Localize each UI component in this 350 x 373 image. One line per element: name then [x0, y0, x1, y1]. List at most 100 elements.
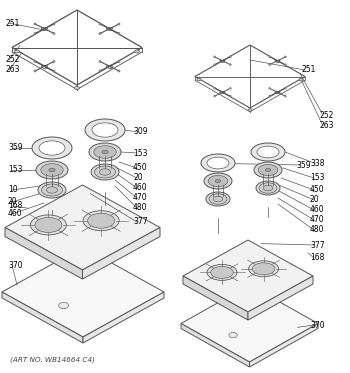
Polygon shape — [181, 323, 250, 367]
Ellipse shape — [41, 164, 63, 176]
Text: 359: 359 — [296, 160, 311, 169]
Ellipse shape — [265, 168, 271, 172]
Text: 20: 20 — [8, 197, 18, 207]
Polygon shape — [268, 56, 271, 58]
Text: 10: 10 — [8, 185, 18, 194]
Polygon shape — [229, 87, 231, 89]
Text: 263: 263 — [319, 122, 334, 131]
Ellipse shape — [259, 183, 277, 193]
Polygon shape — [5, 185, 160, 270]
Ellipse shape — [248, 261, 279, 277]
Ellipse shape — [206, 192, 230, 206]
Ellipse shape — [47, 187, 58, 193]
Polygon shape — [34, 32, 36, 35]
Ellipse shape — [44, 167, 61, 172]
Ellipse shape — [92, 123, 118, 137]
Polygon shape — [268, 87, 271, 89]
Polygon shape — [34, 60, 36, 63]
Polygon shape — [229, 56, 231, 58]
Ellipse shape — [207, 264, 237, 280]
Ellipse shape — [263, 185, 273, 191]
Ellipse shape — [207, 157, 229, 169]
Ellipse shape — [215, 179, 221, 183]
Text: 370: 370 — [8, 260, 23, 270]
Polygon shape — [83, 228, 160, 279]
Text: 470: 470 — [310, 216, 325, 225]
Ellipse shape — [97, 150, 113, 154]
Polygon shape — [2, 247, 164, 337]
Polygon shape — [183, 240, 313, 312]
Polygon shape — [181, 285, 318, 362]
Text: 251: 251 — [5, 19, 19, 28]
Polygon shape — [285, 87, 286, 89]
Text: 20: 20 — [133, 173, 143, 182]
Text: 251: 251 — [301, 66, 315, 75]
Ellipse shape — [14, 50, 20, 53]
Text: 263: 263 — [5, 66, 20, 75]
Ellipse shape — [208, 175, 228, 186]
Ellipse shape — [252, 263, 275, 275]
Ellipse shape — [99, 169, 111, 175]
Ellipse shape — [209, 194, 227, 204]
Ellipse shape — [59, 303, 68, 308]
Text: 460: 460 — [8, 210, 23, 219]
Ellipse shape — [83, 211, 119, 231]
Polygon shape — [214, 87, 216, 89]
Polygon shape — [99, 70, 101, 72]
Polygon shape — [83, 292, 164, 343]
Polygon shape — [248, 276, 313, 320]
Polygon shape — [268, 64, 271, 66]
Text: 168: 168 — [310, 254, 324, 263]
Polygon shape — [118, 23, 120, 25]
Ellipse shape — [42, 184, 63, 196]
Ellipse shape — [251, 143, 285, 161]
Ellipse shape — [299, 78, 303, 81]
Polygon shape — [285, 56, 286, 58]
Text: 480: 480 — [133, 204, 147, 213]
Ellipse shape — [85, 119, 125, 141]
Ellipse shape — [258, 164, 278, 176]
Polygon shape — [2, 292, 83, 343]
Ellipse shape — [89, 143, 121, 161]
Ellipse shape — [38, 182, 66, 198]
Ellipse shape — [204, 173, 232, 189]
Ellipse shape — [134, 50, 140, 53]
Polygon shape — [99, 32, 101, 35]
Polygon shape — [183, 276, 248, 320]
Ellipse shape — [248, 109, 252, 111]
Polygon shape — [214, 64, 216, 66]
Polygon shape — [229, 64, 231, 66]
Text: 153: 153 — [8, 166, 22, 175]
Polygon shape — [34, 23, 36, 25]
Ellipse shape — [94, 166, 116, 178]
Polygon shape — [285, 64, 286, 66]
Text: 153: 153 — [133, 148, 147, 157]
Ellipse shape — [261, 168, 275, 173]
Polygon shape — [34, 70, 36, 72]
Ellipse shape — [197, 78, 201, 81]
Text: 168: 168 — [8, 201, 22, 210]
Ellipse shape — [254, 162, 282, 178]
Text: 370: 370 — [310, 320, 325, 329]
Polygon shape — [53, 70, 55, 72]
Ellipse shape — [36, 161, 68, 179]
Text: 252: 252 — [319, 110, 333, 119]
Ellipse shape — [49, 168, 55, 172]
Polygon shape — [285, 95, 286, 97]
Polygon shape — [53, 60, 55, 63]
Polygon shape — [214, 95, 216, 97]
Ellipse shape — [211, 266, 233, 278]
Ellipse shape — [39, 141, 65, 155]
Text: 450: 450 — [133, 163, 148, 172]
Polygon shape — [99, 60, 101, 63]
Polygon shape — [250, 323, 318, 367]
Text: 338: 338 — [310, 159, 324, 167]
Text: 252: 252 — [5, 56, 19, 65]
Ellipse shape — [257, 146, 279, 158]
Text: 450: 450 — [310, 185, 325, 194]
Ellipse shape — [211, 179, 225, 184]
Ellipse shape — [102, 150, 108, 154]
Ellipse shape — [256, 181, 280, 195]
Polygon shape — [229, 95, 231, 97]
Text: 377: 377 — [310, 241, 325, 250]
